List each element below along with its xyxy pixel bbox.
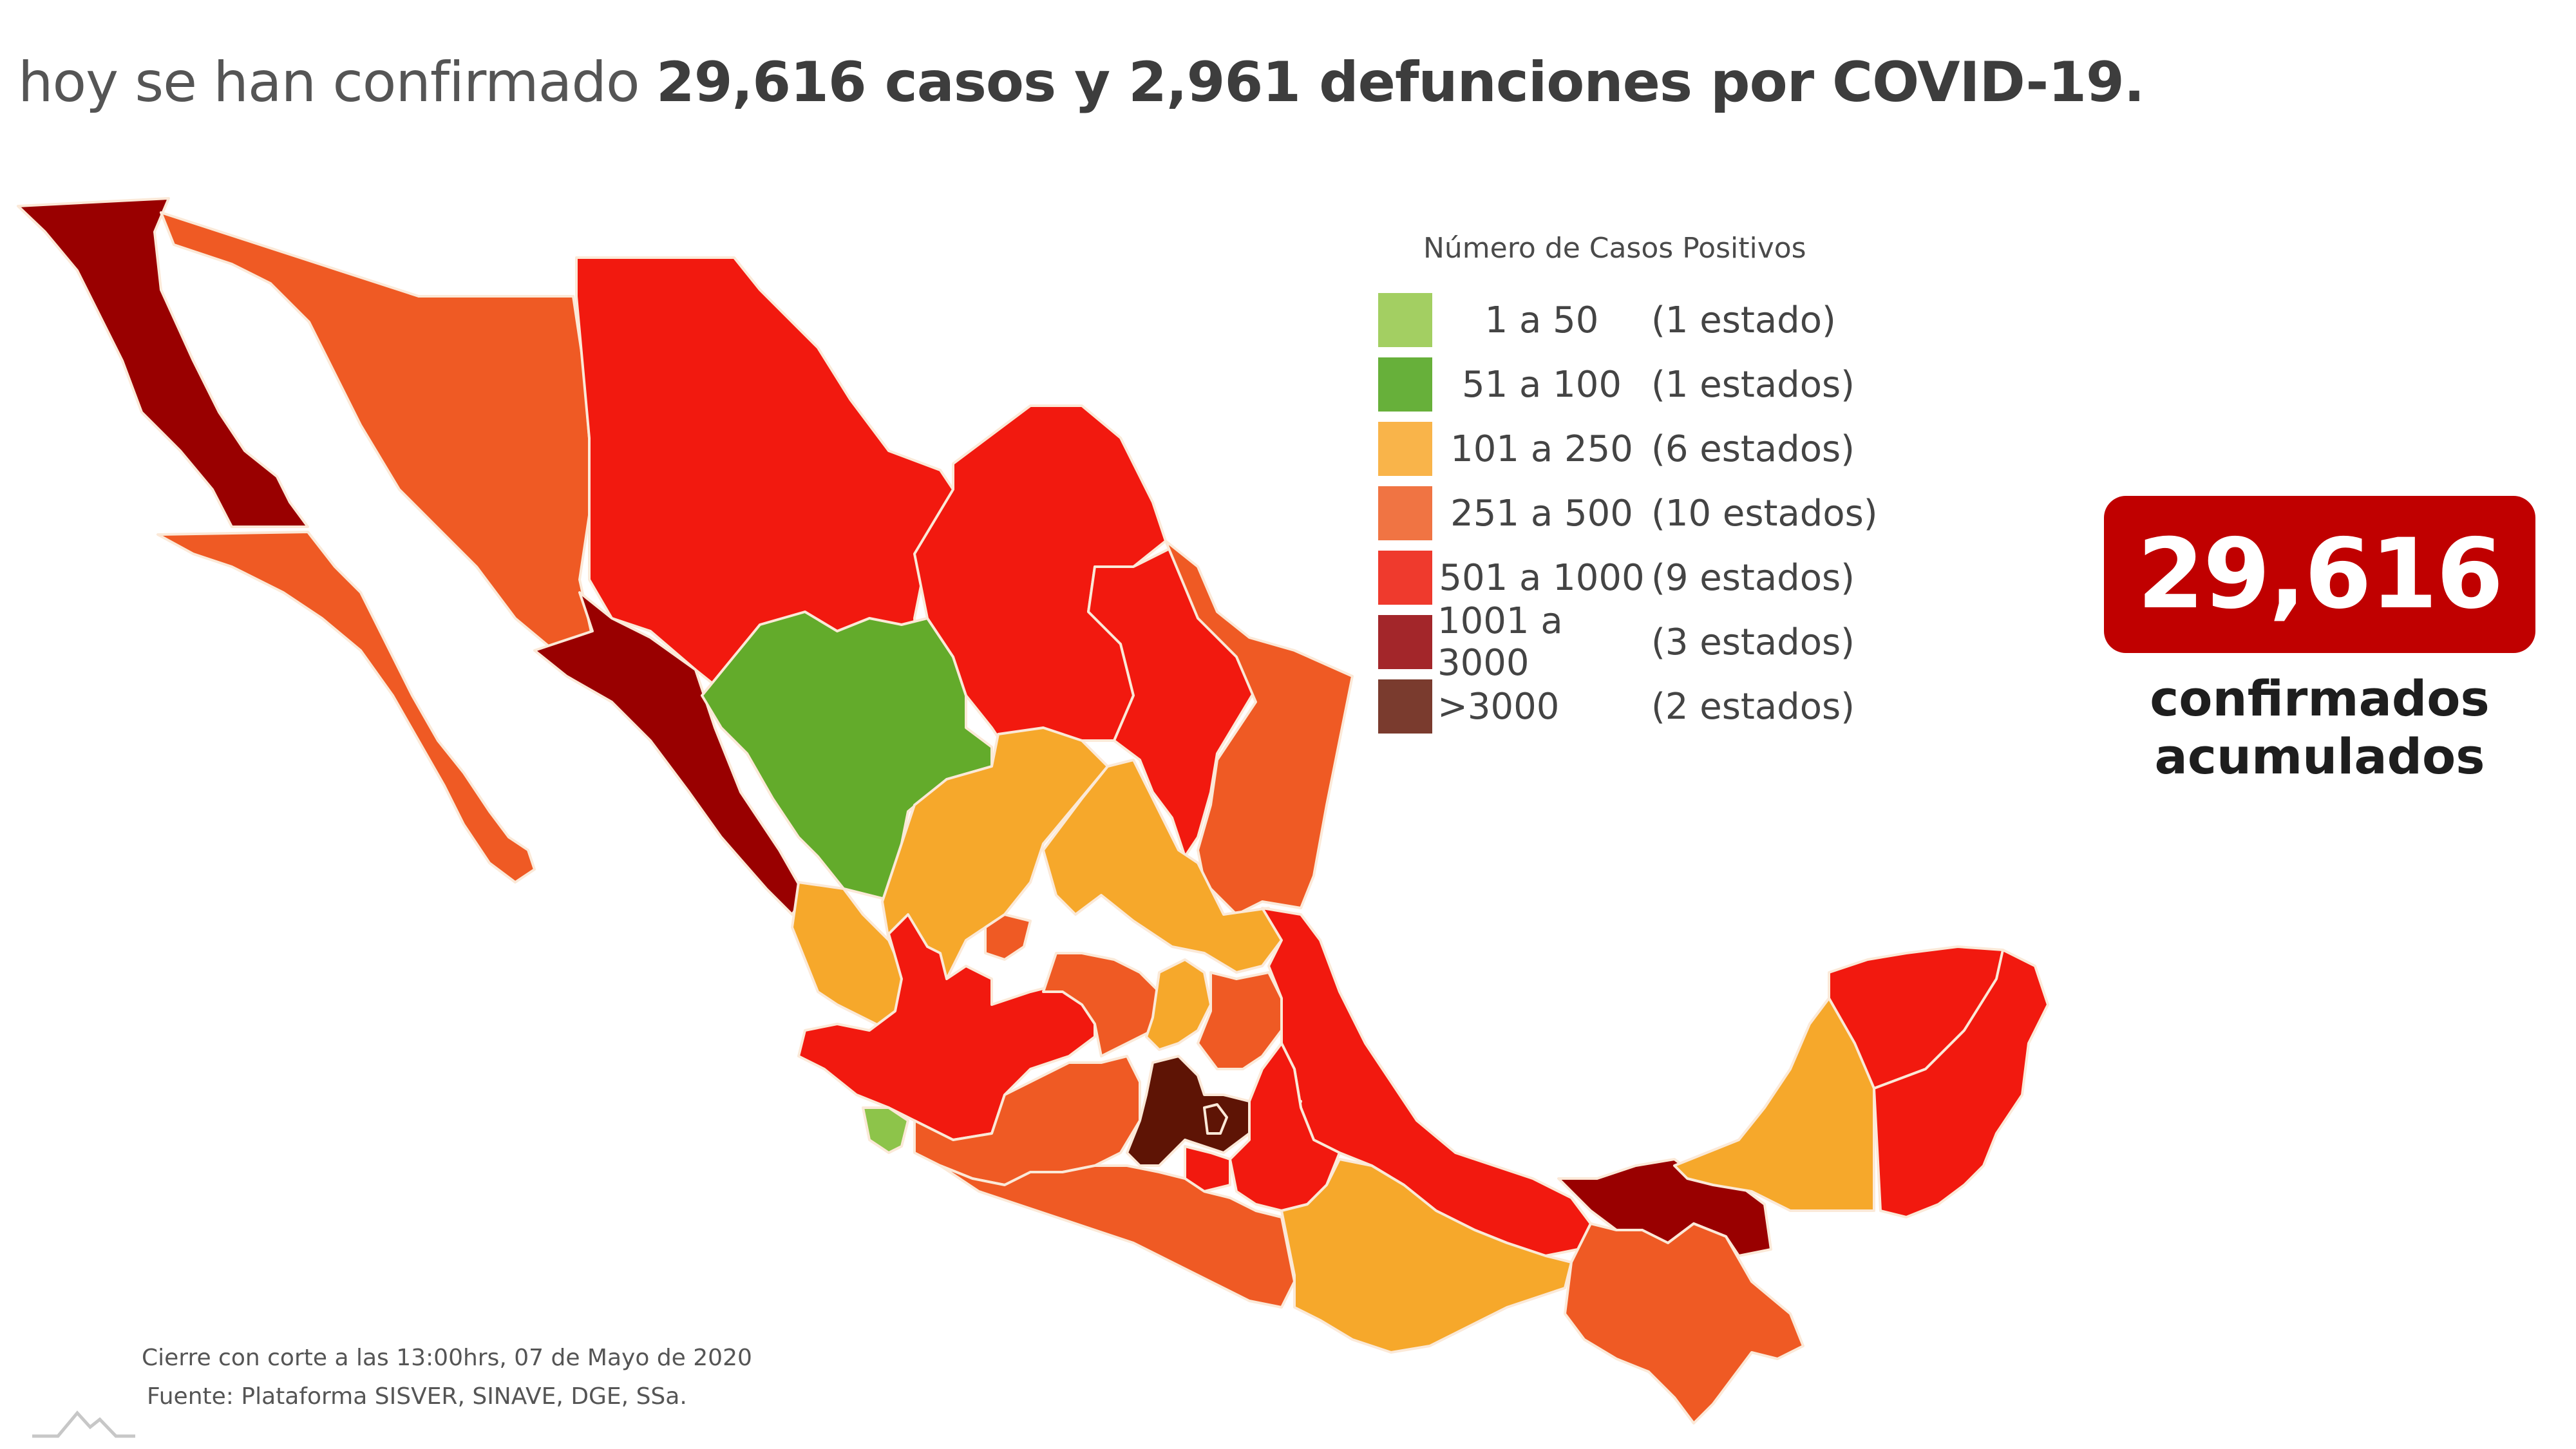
state-estado-de-mexico: Estado de Mexico <box>1126 1055 1251 1167</box>
source-footnote: Fuente: Plataforma SISVER, SINAVE, DGE, … <box>147 1383 687 1410</box>
legend-count: (9 estados) <box>1651 556 1855 599</box>
legend-count: (6 estados) <box>1651 428 1855 470</box>
legend-count: (1 estado) <box>1651 299 1836 341</box>
legend-item: 101 a 250 (6 estados) <box>1378 417 1958 481</box>
state-sinaloa: Sinaloa <box>533 591 806 916</box>
state-chihuahua: Chihuahua <box>575 256 954 729</box>
total-confirmed-label: confirmados acumulados <box>2104 670 2535 786</box>
legend-item: 1 a 50 (1 estado) <box>1378 288 1958 352</box>
headline-prefix: hoy se han confirmado <box>18 50 656 115</box>
legend-range: 1001 a 3000 <box>1437 600 1563 684</box>
total-confirmed-badge: 29,616 <box>2104 496 2535 653</box>
state-chiapas: Chiapas <box>1564 1222 1804 1425</box>
legend-swatch <box>1378 679 1432 734</box>
logo-mountain-icon <box>32 1410 135 1438</box>
state-colima: Colima <box>862 1106 909 1154</box>
state-hidalgo: Hidalgo <box>1197 971 1283 1070</box>
legend-range: 251 a 500 <box>1450 492 1633 535</box>
total-confirmed-number: 29,616 <box>2137 518 2504 630</box>
legend-swatch <box>1378 615 1432 669</box>
legend-count: (3 estados) <box>1651 621 1855 663</box>
state-oaxaca: Oaxaca <box>1280 1158 1573 1354</box>
badge-label-line2: acumulados <box>2154 728 2485 785</box>
legend-swatch <box>1378 422 1432 476</box>
legend-item: 51 a 100 (1 estados) <box>1378 352 1958 417</box>
legend-item: 501 a 1000 (9 estados) <box>1378 545 1958 610</box>
legend-swatch <box>1378 486 1432 540</box>
legend-item: 251 a 500 (10 estados) <box>1378 481 1958 545</box>
state-queretaro: Queretaro <box>1145 958 1212 1051</box>
legend-item: 1001 a 3000 (3 estados) <box>1378 600 1958 684</box>
legend-range: >3000 <box>1437 685 1560 728</box>
legend: Número de Casos Positivos 1 a 50 (1 estad… <box>1378 232 1958 739</box>
headline: hoy se han confirmado 29,616 casos y 2,9… <box>18 50 2145 115</box>
state-guanajuato: Guanajuato <box>1042 952 1173 1057</box>
legend-swatch <box>1378 293 1432 347</box>
legend-swatch <box>1378 551 1432 605</box>
state-quintana-roo: Quintana Roo <box>1873 949 2049 1218</box>
legend-range: 101 a 250 <box>1450 428 1633 470</box>
legend-range: 501 a 1000 <box>1439 556 1645 599</box>
legend-title: Número de Casos Positivos <box>1423 232 1806 265</box>
legend-count: (10 estados) <box>1651 492 1878 535</box>
legend-item: >3000 (2 estados) <box>1378 674 1958 739</box>
state-jalisco: Jalisco <box>797 913 1096 1141</box>
cutoff-footnote: Cierre con corte a las 13:00hrs, 07 de M… <box>142 1345 752 1371</box>
state-san-luis-potosi: San Luis Potosi <box>1042 759 1283 974</box>
legend-swatch <box>1378 357 1432 412</box>
state-ciudad-de-mexico: Ciudad de Mexico <box>1203 1103 1228 1135</box>
legend-count: (1 estados) <box>1651 363 1855 406</box>
headline-emphasis: 29,616 casos y 2,961 defunciones por COV… <box>656 50 2145 115</box>
state-baja-california: Baja California <box>17 197 309 528</box>
state-baja-california-sur: Baja California Sur <box>156 531 536 884</box>
badge-label-line1: confirmados <box>2150 670 2490 727</box>
legend-range: 51 a 100 <box>1461 363 1622 406</box>
legend-count: (2 estados) <box>1651 685 1855 728</box>
state-aguascalientes: Aguascalientes <box>984 913 1032 961</box>
state-campeche: Campeche <box>1673 997 1875 1212</box>
legend-range: 1 a 50 <box>1484 299 1599 341</box>
state-tamaulipas: Tamaulipas <box>1164 540 1354 916</box>
